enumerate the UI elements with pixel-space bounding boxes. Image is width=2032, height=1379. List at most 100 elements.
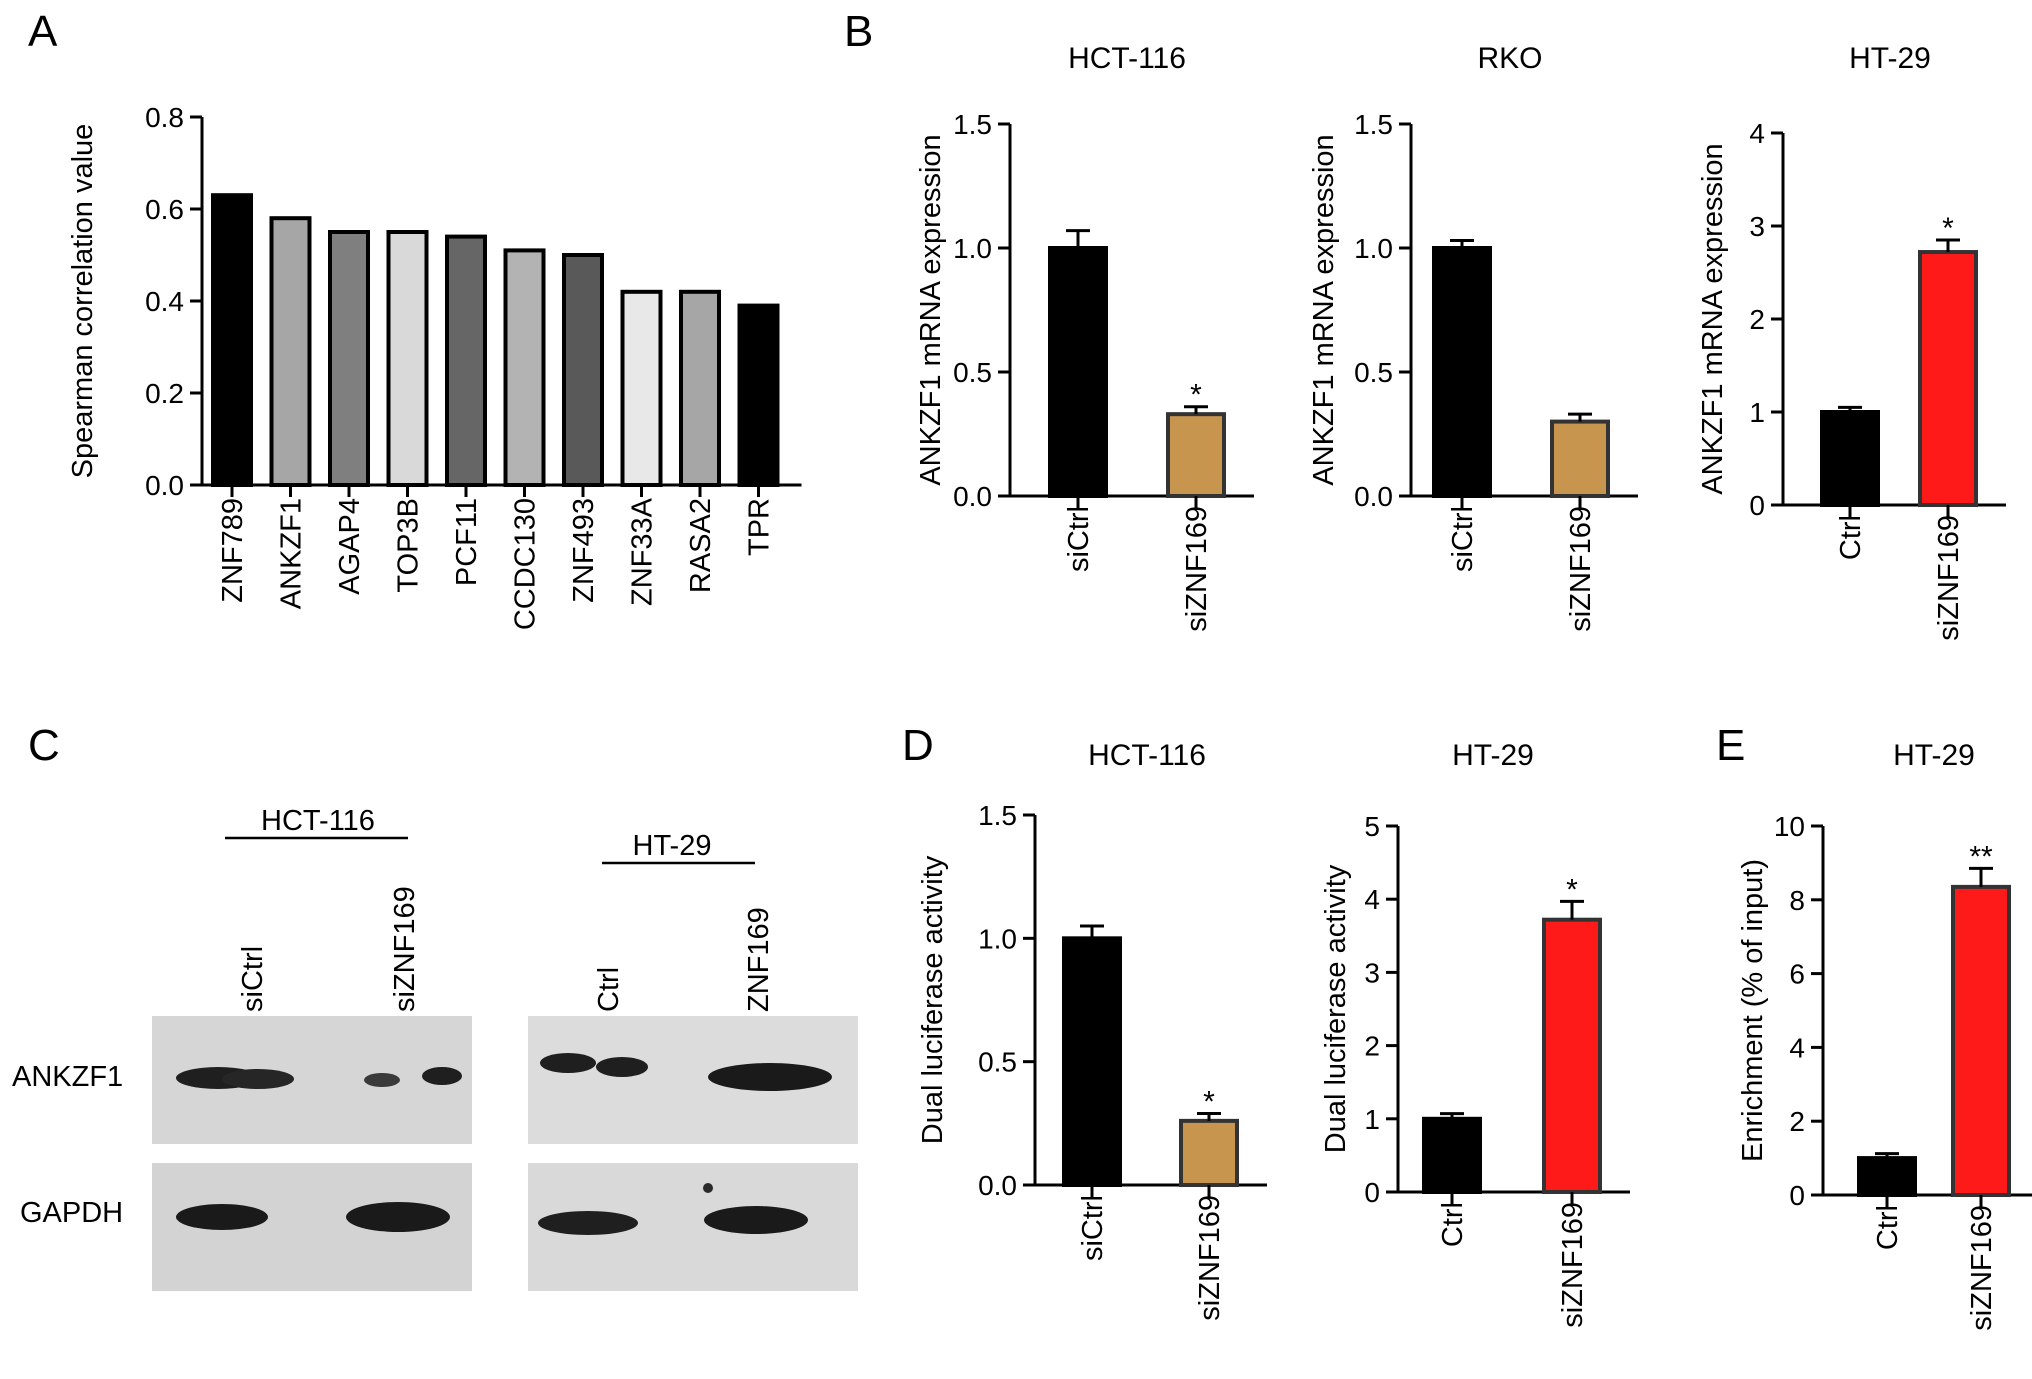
bar-ccdc130 (503, 248, 546, 487)
bar-siznf169 (1179, 1118, 1239, 1188)
y-tick-label: 2 (1789, 1106, 1805, 1137)
y-axis-label: ANKZF1 mRNA expression (1697, 143, 1729, 494)
significance-mark: ** (1969, 840, 1993, 873)
y-tick-label: 6 (1789, 959, 1805, 990)
y-tick-label: 1.5 (1354, 109, 1393, 140)
y-tick-label: 0.5 (1354, 357, 1393, 388)
wb-group-label-hct116: HCT-116 (261, 805, 375, 837)
y-tick-label: 0.8 (145, 102, 184, 133)
y-tick-label: 1.0 (953, 233, 992, 264)
bar-agap4 (328, 230, 370, 487)
y-tick-label: 0 (1364, 1177, 1380, 1208)
panel-letter-e: E (1716, 721, 1745, 770)
y-tick-label: 0.6 (145, 194, 184, 225)
x-tick-label: siZNF169 (1966, 1205, 1998, 1331)
y-tick-label: 3 (1749, 211, 1765, 242)
bar-znf493 (562, 253, 604, 487)
x-tick-label: Ctrl (1872, 1205, 1904, 1250)
wb-group-label-ht29: HT-29 (633, 830, 712, 862)
chart-title: HT-29 (1849, 42, 1931, 75)
chart-a: 0.0 0.2 0.4 0.6 0.8 Spearman correlation valu… (67, 102, 802, 630)
bar-siznf169 (1166, 412, 1226, 498)
chart-title: HCT-116 (1088, 739, 1206, 772)
y-tick-label: 5 (1364, 811, 1380, 842)
y-tick-label: 1.0 (1354, 233, 1393, 264)
y-axis-label: ANKZF1 mRNA expression (915, 134, 947, 485)
western-blot-panel: HCT-116 HT-29 siCtrl siZNF169 Ctrl ZNF16… (12, 805, 858, 1291)
y-tick-label: 0.4 (145, 286, 184, 317)
x-tick-label: TOP3B (393, 498, 425, 593)
x-tick-label: Ctrl (1437, 1202, 1469, 1247)
x-tick-label: CCDC130 (510, 498, 542, 630)
x-tick-label: siZNF169 (1933, 515, 1965, 641)
bar-sictrl (1062, 936, 1122, 1187)
bar-sictrl (1048, 246, 1108, 498)
panel-letter-d: D (902, 721, 934, 770)
blot-hct116-ankzf1 (152, 1016, 472, 1144)
x-tick-label: ZNF789 (217, 498, 249, 603)
bar-tpr (737, 303, 780, 487)
panel-letter-b: B (844, 7, 873, 56)
bar-ctrl (1857, 1156, 1917, 1197)
x-tick-label: siZNF169 (1181, 506, 1213, 632)
x-tick-label: AGAP4 (334, 498, 366, 595)
chart-title: HT-29 (1452, 739, 1534, 772)
y-tick-label: 0.5 (953, 357, 992, 388)
y-axis-label: Dual luciferase activity (1320, 864, 1352, 1153)
y-tick-label: 3 (1364, 957, 1380, 988)
significance-mark: * (1203, 1085, 1215, 1118)
bar-ctrl (1422, 1116, 1482, 1195)
blot-ht29-gapdh (528, 1163, 858, 1291)
bar-ankzf1 (269, 216, 312, 487)
chart-title: HCT-116 (1068, 42, 1186, 75)
y-axis-label: Spearman correlation value (67, 124, 99, 479)
significance-mark: * (1190, 379, 1202, 412)
x-tick-label: siZNF169 (1557, 1202, 1589, 1328)
bar-siznf169 (1918, 250, 1978, 507)
y-tick-label: 0 (1749, 490, 1765, 521)
y-tick-label: 1.0 (978, 923, 1017, 954)
y-tick-label: 10 (1774, 811, 1805, 842)
bar-pcf11 (445, 234, 487, 487)
x-tick-label: RASA2 (685, 498, 717, 593)
y-tick-label: 1 (1364, 1104, 1380, 1135)
chart-d2: HT-29 0 1 2 3 4 5 Dual luciferase activity Ctrl *… (1320, 739, 1630, 1328)
bar-siznf169 (1542, 917, 1602, 1194)
chart-b2: RKO 0.0 0.5 1.0 1.5 ANKZF1 mRNA expression siC… (1308, 42, 1638, 632)
y-tick-label: 0.0 (1354, 481, 1393, 512)
y-tick-label: 1.5 (978, 800, 1017, 831)
blot-hct116-gapdh (152, 1163, 472, 1291)
x-tick-label: siZNF169 (1565, 506, 1597, 632)
x-tick-label: PCF11 (451, 498, 483, 586)
x-tick-label: siCtrl (1077, 1195, 1109, 1261)
chart-b3: HT-29 0 1 2 3 4 ANKZF1 mRNA expression Ctrl * siZ… (1697, 42, 2006, 641)
panel-letter-c: C (28, 721, 60, 770)
bar-znf789 (211, 193, 253, 487)
bar-ctrl (1820, 410, 1880, 507)
wb-lane-label-siznf169: siZNF169 (389, 886, 421, 1012)
wb-lane-label-znf169: ZNF169 (743, 907, 775, 1012)
y-tick-label: 0.5 (978, 1047, 1017, 1078)
bar-top3b (386, 230, 429, 487)
y-axis-label: ANKZF1 mRNA expression (1308, 134, 1340, 485)
chart-title: RKO (1477, 42, 1542, 75)
y-tick-label: 0.0 (145, 470, 184, 501)
y-axis-label: Dual luciferase activity (917, 855, 949, 1144)
wb-lane-label-ctrl: Ctrl (593, 967, 625, 1012)
bar-siznf169 (1550, 419, 1610, 499)
y-tick-label: 2 (1364, 1031, 1380, 1062)
y-tick-label: 0.2 (145, 378, 184, 409)
panel-letter-a: A (28, 7, 58, 56)
y-tick-label: 0.0 (953, 481, 992, 512)
x-tick-label: siCtrl (1063, 506, 1095, 572)
x-tick-label: siCtrl (1447, 506, 1479, 572)
y-tick-label: 0.0 (978, 1170, 1017, 1201)
charts-layer: 0.0 0.2 0.4 0.6 0.8 Spearman correlation valu… (67, 42, 2032, 1331)
wb-row-label-gapdh: GAPDH (20, 1197, 123, 1229)
y-tick-label: 4 (1789, 1032, 1805, 1063)
blot-ht29-ankzf1 (528, 1016, 858, 1144)
